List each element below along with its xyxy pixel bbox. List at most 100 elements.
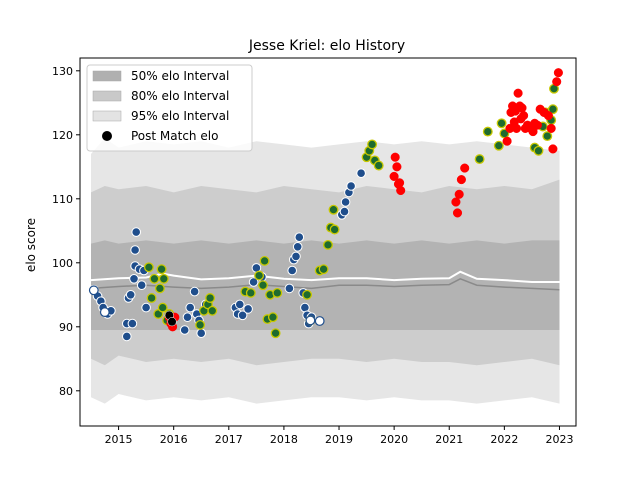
data-point-blue [131,227,141,237]
data-point-blue [339,206,350,217]
data-point-red [392,162,402,172]
data-point-red [395,178,405,188]
data-point-green [195,319,206,330]
data-point-blue [130,245,140,255]
data-point-red [452,208,463,218]
data-point-green [149,273,160,284]
x-tick-label: 2023 [545,433,573,446]
data-point-blue [346,181,356,191]
legend-label: 95% elo Interval [131,109,229,123]
data-point-green [533,145,544,156]
data-point-green [258,280,268,291]
data-point-blue [287,265,298,276]
data-point-green [143,262,154,273]
legend-marker [102,131,112,141]
data-point-white [305,315,316,326]
chart-title: Jesse Kriel: elo History [248,38,405,54]
data-point-red [389,171,399,181]
data-point-blue [294,232,305,242]
data-point-green [158,273,169,284]
data-point-green [146,293,157,303]
data-point-blue [129,274,139,284]
x-tick-label: 2016 [160,433,188,446]
data-point-blue [122,331,132,342]
data-point-red [451,197,461,207]
y-tick-label: 130 [52,65,73,78]
data-point-green [493,140,504,151]
y-tick-label: 120 [52,129,73,142]
legend-label: 50% elo Interval [131,69,229,83]
data-point-green [323,239,333,250]
data-point-white [88,285,99,296]
data-point-white [99,307,110,318]
x-tick-label: 2022 [490,433,518,446]
data-point-red [454,189,464,199]
data-point-blue [292,242,303,252]
x-tick-label: 2018 [270,433,298,446]
data-point-green [254,270,265,281]
data-point-red [553,68,563,78]
data-point-green [542,131,553,142]
data-point-blue [291,251,301,262]
data-point-blue [179,325,190,335]
data-point-green [328,204,339,215]
data-point-green [482,126,493,137]
data-point-red [511,123,522,133]
data-point-blue [243,304,253,314]
data-point-green [367,139,378,150]
data-point-blue [185,302,195,313]
plot-area [88,68,563,404]
data-point-blue [125,290,136,300]
data-point-red [543,111,553,121]
data-point-blue [182,312,193,323]
y-axis-label: elo score [24,218,38,272]
data-point-blue [127,318,138,329]
data-point-red [390,152,400,162]
data-point-green [245,287,256,298]
data-point-blue [340,197,351,207]
y-tick-label: 100 [52,257,73,270]
x-tick-label: 2021 [435,433,463,446]
data-point-green [267,312,278,323]
legend-label: 80% elo Interval [131,89,229,103]
y-tick-label: 110 [52,193,73,206]
data-point-blue [141,302,151,313]
data-point-red [513,88,523,98]
legend-swatch [92,90,122,102]
data-point-red [532,120,542,130]
data-point-red [396,185,406,196]
data-point-black [167,317,177,327]
data-point-green [207,305,218,316]
data-point-green [318,264,329,275]
x-tick-label: 2019 [325,433,353,446]
data-point-red [502,136,512,146]
data-point-red [552,77,562,87]
legend-swatch [92,110,122,122]
data-point-blue [189,286,200,297]
data-point-green [373,160,384,171]
data-point-blue [136,280,147,291]
data-point-red [519,111,529,121]
x-tick-label: 2020 [380,433,408,446]
data-point-green [154,283,165,294]
data-point-green [259,255,270,266]
data-point-red [456,175,466,185]
data-point-blue [196,328,206,339]
data-point-white [314,316,325,326]
data-point-green [547,104,558,115]
data-point-blue [284,283,295,294]
y-tick-label: 80 [59,385,73,398]
data-point-blue [237,310,248,321]
data-point-green [205,293,216,303]
data-point-green [156,264,167,275]
data-point-red [548,144,558,154]
legend: 50% elo Interval 80% elo Interval 95% elo … [86,64,253,152]
axes-frame [79,57,577,427]
series-blue [89,168,366,342]
data-point-green [302,289,313,300]
data-point-green [474,154,485,165]
data-point-green [272,287,283,298]
data-point-green [157,302,168,313]
median-line [90,277,560,291]
